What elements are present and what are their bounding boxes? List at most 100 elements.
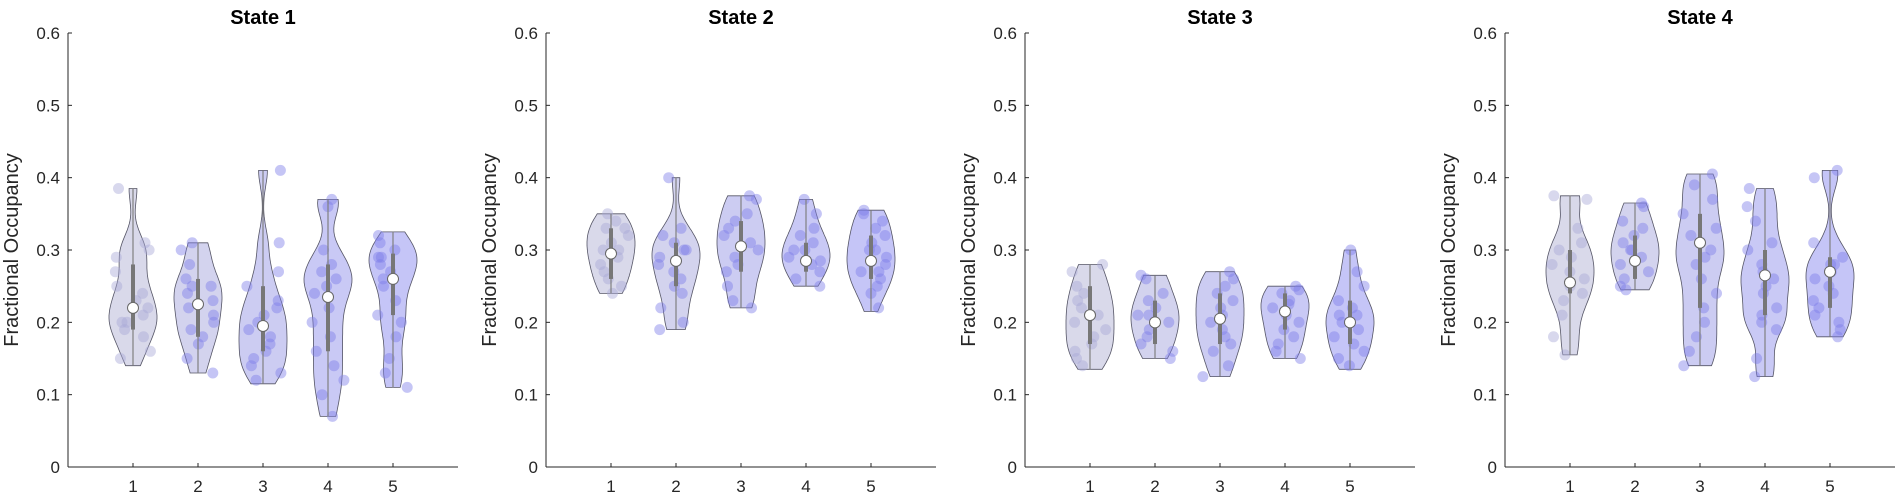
data-point bbox=[1559, 349, 1571, 361]
median-marker bbox=[1759, 269, 1771, 282]
data-point bbox=[326, 193, 338, 205]
x-tick-label: 3 bbox=[736, 477, 745, 496]
median-marker bbox=[387, 272, 399, 285]
data-point bbox=[1766, 237, 1778, 249]
median-marker bbox=[1694, 236, 1706, 249]
data-point bbox=[1222, 360, 1234, 372]
data-point bbox=[1548, 331, 1559, 343]
data-point bbox=[1685, 230, 1697, 241]
y-tick-label: 0 bbox=[1008, 458, 1017, 477]
data-point bbox=[723, 222, 735, 234]
data-point bbox=[374, 237, 386, 249]
violin-group-3 bbox=[1675, 168, 1725, 372]
data-point bbox=[241, 280, 253, 292]
chart-title: State 3 bbox=[1187, 7, 1253, 29]
data-point bbox=[121, 316, 133, 328]
y-tick-label: 0.1 bbox=[1473, 386, 1497, 405]
data-point bbox=[1225, 338, 1237, 350]
iqr-box bbox=[326, 264, 330, 352]
data-point bbox=[109, 266, 121, 278]
data-point bbox=[1578, 273, 1590, 285]
data-point bbox=[619, 222, 631, 234]
data-point bbox=[377, 273, 389, 285]
x-tick-label: 2 bbox=[1630, 477, 1639, 496]
data-point bbox=[1699, 251, 1711, 263]
median-marker bbox=[1084, 309, 1096, 322]
y-tick-label: 0.1 bbox=[36, 386, 60, 405]
data-point bbox=[1077, 360, 1088, 372]
data-point bbox=[138, 331, 149, 343]
data-point bbox=[1558, 295, 1570, 307]
data-point bbox=[654, 251, 666, 263]
y-tick-label: 0 bbox=[529, 458, 538, 477]
violin-group-1 bbox=[1545, 190, 1595, 361]
data-point bbox=[1833, 316, 1845, 328]
data-point bbox=[271, 302, 283, 314]
data-point bbox=[858, 208, 870, 220]
x-tick-label: 1 bbox=[1085, 477, 1094, 496]
data-point bbox=[183, 302, 195, 314]
data-point bbox=[1706, 168, 1718, 180]
data-point bbox=[610, 215, 622, 227]
data-point bbox=[1768, 273, 1780, 285]
data-point bbox=[318, 244, 330, 256]
data-point bbox=[265, 331, 276, 343]
violin-group-2 bbox=[651, 172, 701, 336]
data-point bbox=[186, 237, 198, 249]
data-point bbox=[1837, 251, 1849, 263]
data-point bbox=[205, 280, 217, 292]
data-point bbox=[1135, 338, 1147, 350]
data-point bbox=[373, 251, 384, 263]
x-tick-label: 2 bbox=[671, 477, 680, 496]
data-point bbox=[1699, 316, 1710, 328]
data-point bbox=[248, 353, 260, 364]
y-axis-label: Fractional Occupancy bbox=[1438, 153, 1460, 346]
data-point bbox=[1690, 331, 1702, 343]
data-point bbox=[330, 273, 342, 285]
y-tick-label: 0.4 bbox=[36, 169, 60, 188]
violin-group-3 bbox=[238, 164, 288, 386]
violin-group-1 bbox=[1065, 259, 1115, 372]
data-point bbox=[1072, 295, 1084, 307]
data-point bbox=[378, 280, 389, 292]
x-tick-label: 4 bbox=[323, 477, 332, 496]
data-point bbox=[372, 309, 384, 321]
data-point bbox=[338, 374, 350, 386]
iqr-box bbox=[131, 264, 135, 330]
y-tick-label: 0.3 bbox=[993, 241, 1017, 260]
median-marker bbox=[735, 240, 747, 253]
data-point bbox=[808, 222, 820, 234]
data-point bbox=[208, 309, 219, 321]
data-point bbox=[1294, 353, 1306, 364]
median-marker bbox=[257, 319, 269, 332]
data-point bbox=[1228, 273, 1239, 285]
median-marker bbox=[1824, 265, 1836, 278]
data-point bbox=[1097, 259, 1109, 270]
data-point bbox=[1071, 353, 1082, 364]
data-point bbox=[653, 259, 665, 270]
data-point bbox=[1353, 324, 1364, 336]
data-point bbox=[1688, 179, 1700, 191]
data-point bbox=[1270, 345, 1282, 357]
y-tick-label: 0.2 bbox=[993, 313, 1017, 332]
data-point bbox=[1576, 237, 1587, 249]
data-point bbox=[1743, 183, 1755, 194]
data-point bbox=[1742, 244, 1754, 256]
data-point bbox=[1553, 244, 1565, 256]
data-point bbox=[814, 280, 826, 292]
violin-group-5 bbox=[368, 230, 418, 393]
data-point bbox=[389, 244, 401, 256]
data-point bbox=[208, 316, 220, 328]
data-point bbox=[1710, 222, 1722, 234]
y-tick-label: 0.2 bbox=[1473, 313, 1497, 332]
data-point bbox=[143, 244, 155, 256]
data-point bbox=[375, 251, 387, 263]
data-point bbox=[401, 381, 413, 393]
data-point bbox=[875, 273, 886, 285]
x-tick-label: 5 bbox=[388, 477, 397, 496]
data-point bbox=[1678, 360, 1690, 372]
violin-group-3 bbox=[716, 190, 766, 314]
data-point bbox=[595, 259, 607, 270]
data-point bbox=[114, 353, 126, 364]
data-point bbox=[1576, 287, 1588, 299]
